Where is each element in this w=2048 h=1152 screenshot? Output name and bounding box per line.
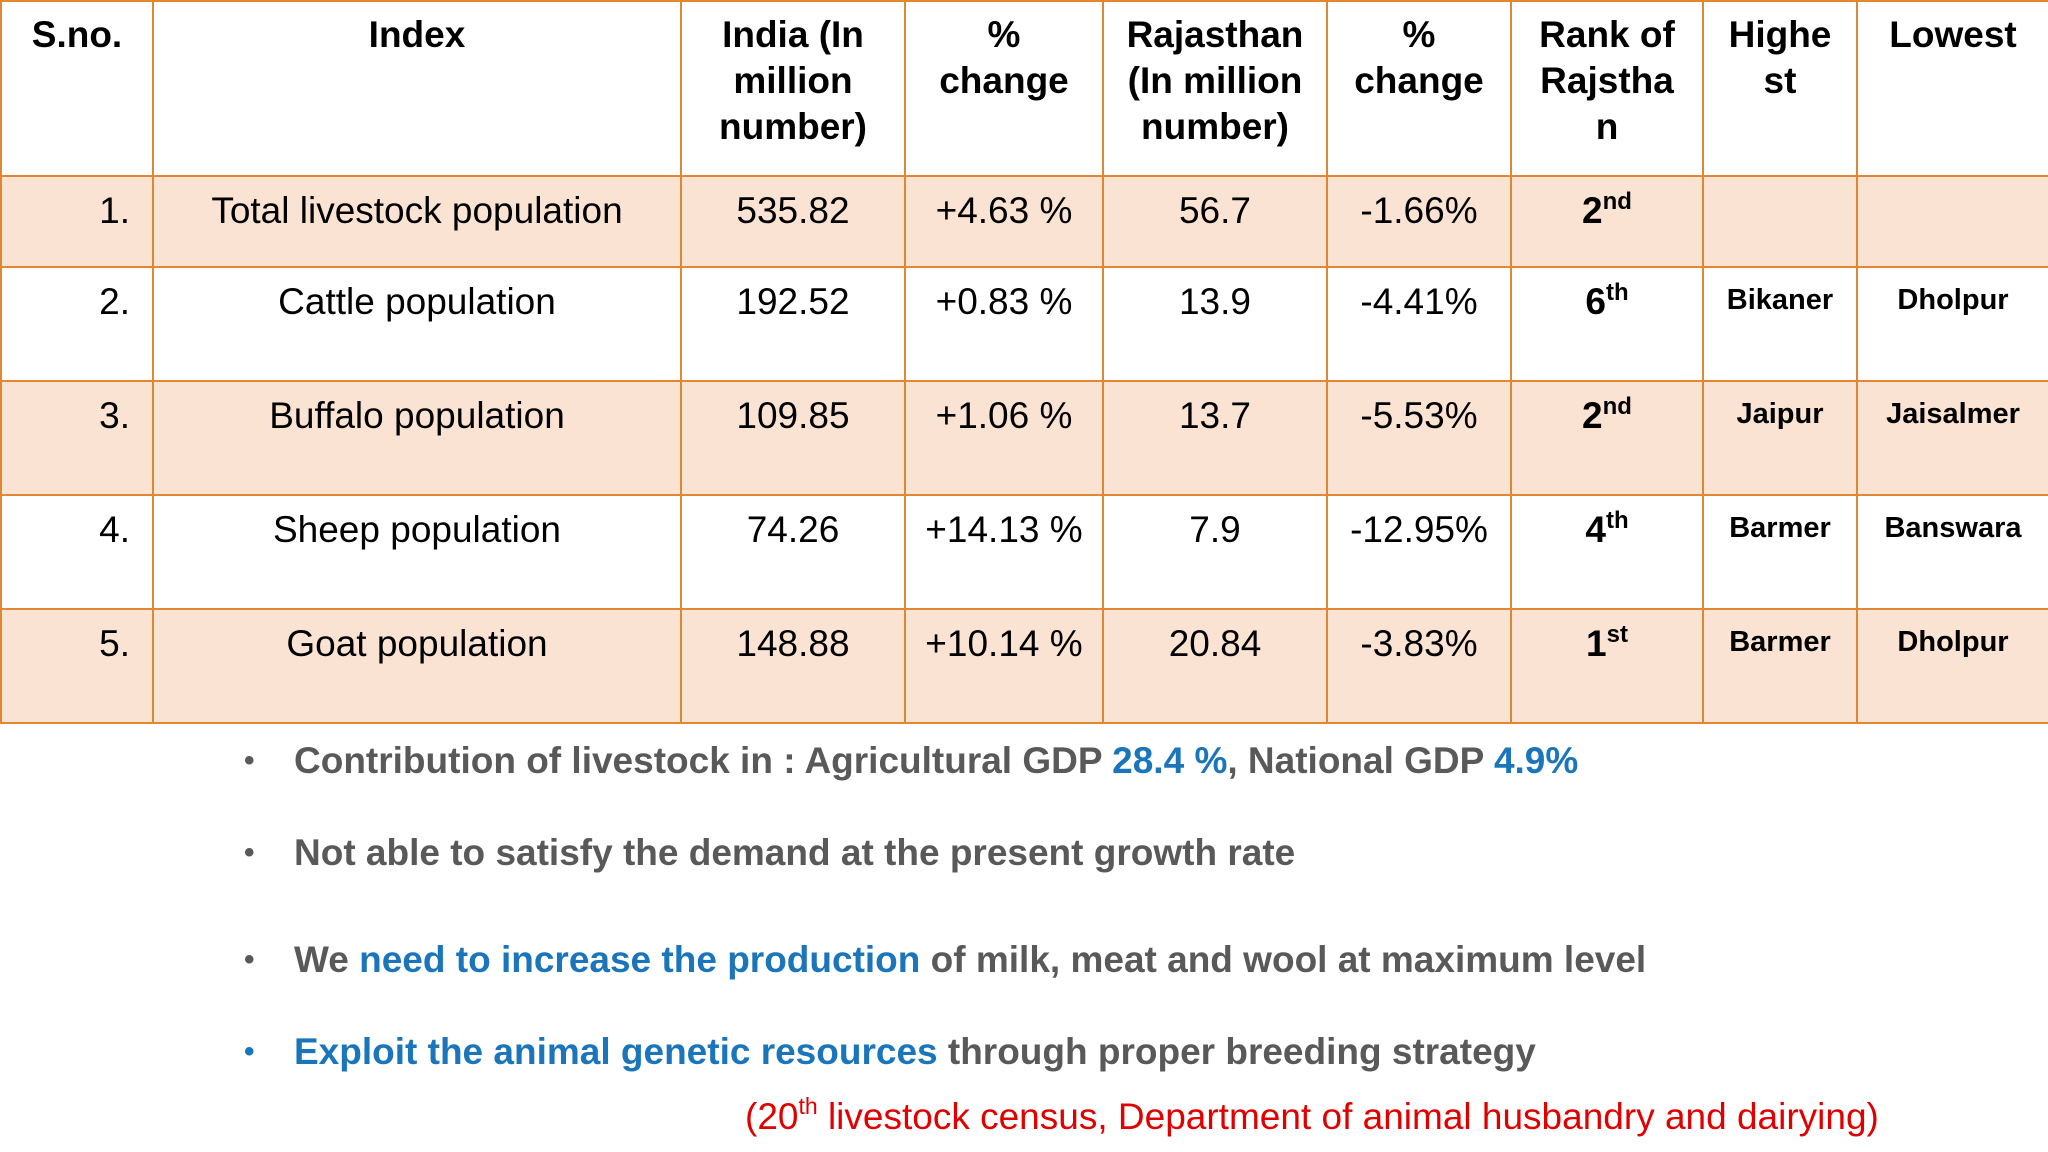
- cell-india: 74.26: [680, 494, 906, 610]
- cell-rajasthan-change: -12.95%: [1326, 494, 1512, 610]
- cell-index: Goat population: [152, 608, 682, 724]
- cell-india-change: +4.63 %: [904, 175, 1104, 268]
- livestock-table-container: S.no. Index India (In million number) % …: [0, 0, 2048, 724]
- cell-lowest: [1856, 175, 2048, 268]
- rank-number: 2: [1582, 395, 1603, 436]
- bullet-text: Not able to satisfy the demand at the pr…: [294, 832, 1296, 873]
- rank-suffix: th: [1605, 279, 1629, 306]
- header-lowest: Lowest: [1856, 0, 2048, 177]
- cell-highest: [1702, 175, 1858, 268]
- header-rank: Rank of Rajsthan: [1510, 0, 1704, 177]
- bullet-text: through proper breeding strategy: [937, 1031, 1536, 1072]
- cell-sno: 1.: [0, 175, 154, 268]
- cell-rajasthan: 13.9: [1102, 266, 1328, 382]
- header-india: India (In million number): [680, 0, 906, 177]
- rank-suffix: th: [1605, 507, 1629, 534]
- cell-india: 535.82: [680, 175, 906, 268]
- cell-rajasthan: 7.9: [1102, 494, 1328, 610]
- rank-number: 2: [1582, 190, 1603, 231]
- header-sno: S.no.: [0, 0, 154, 177]
- cell-rank: 4th: [1510, 494, 1704, 610]
- cell-rajasthan-change: -1.66%: [1326, 175, 1512, 268]
- bullet-demand: • Not able to satisfy the demand at the p…: [244, 832, 1295, 874]
- cell-highest: Bikaner: [1702, 266, 1858, 382]
- cell-india: 192.52: [680, 266, 906, 382]
- rank-number: 4: [1585, 509, 1606, 550]
- header-rajasthan: Rajasthan (In million number): [1102, 0, 1328, 177]
- cell-index: Sheep population: [152, 494, 682, 610]
- header-rajasthan-change: % change: [1326, 0, 1512, 177]
- table-row: 3. Buffalo population 109.85 +1.06 % 13.…: [0, 380, 2048, 496]
- header-index: Index: [152, 0, 682, 177]
- cell-india-change: +10.14 %: [904, 608, 1104, 724]
- cell-sno: 5.: [0, 608, 154, 724]
- cell-rajasthan: 56.7: [1102, 175, 1328, 268]
- bullet-dot-icon: •: [244, 1035, 255, 1068]
- rank-number: 6: [1585, 281, 1606, 322]
- bullet-highlight: Exploit the animal genetic resources: [294, 1031, 938, 1072]
- agri-gdp-value: 28.4 %: [1112, 740, 1228, 781]
- bullet-text: of milk, meat and wool at maximum level: [920, 939, 1647, 980]
- cell-sno: 4.: [0, 494, 154, 610]
- cell-highest: Barmer: [1702, 608, 1858, 724]
- table-row: 4. Sheep population 74.26 +14.13 % 7.9 -…: [0, 494, 2048, 610]
- cell-india-change: +1.06 %: [904, 380, 1104, 496]
- cell-india-change: +0.83 %: [904, 266, 1104, 382]
- cell-rank: 2nd: [1510, 380, 1704, 496]
- table-row: 5. Goat population 148.88 +10.14 % 20.84…: [0, 608, 2048, 724]
- cell-sno: 2.: [0, 266, 154, 382]
- bullet-text: , National GDP: [1227, 740, 1494, 781]
- source-citation: (20th livestock census, Department of an…: [745, 1093, 1879, 1138]
- cell-india-change: +14.13 %: [904, 494, 1104, 610]
- bullet-genetic-resources: • Exploit the animal genetic resources th…: [244, 1031, 1536, 1073]
- bullet-dot-icon: •: [244, 744, 255, 777]
- bullet-highlight: need to increase the production: [359, 939, 921, 980]
- cell-sno: 3.: [0, 380, 154, 496]
- bullet-dot-icon: •: [244, 943, 255, 976]
- cell-rajasthan: 13.7: [1102, 380, 1328, 496]
- cell-rank: 6th: [1510, 266, 1704, 382]
- cell-india: 148.88: [680, 608, 906, 724]
- cell-rajasthan-change: -5.53%: [1326, 380, 1512, 496]
- cell-lowest: Dholpur: [1856, 608, 2048, 724]
- cell-rank: 1st: [1510, 608, 1704, 724]
- cell-rajasthan-change: -4.41%: [1326, 266, 1512, 382]
- table-row: 1. Total livestock population 535.82 +4.…: [0, 175, 2048, 268]
- citation-text: livestock census, Department of animal h…: [817, 1096, 1879, 1137]
- rank-number: 1: [1586, 623, 1607, 664]
- rank-suffix: st: [1606, 621, 1628, 648]
- cell-index: Total livestock population: [152, 175, 682, 268]
- bullet-dot-icon: •: [244, 836, 255, 869]
- cell-india: 109.85: [680, 380, 906, 496]
- national-gdp-value: 4.9%: [1493, 740, 1579, 781]
- bullet-increase-production: • We need to increase the production of m…: [244, 939, 1646, 981]
- bullet-gdp-contribution: • Contribution of livestock in : Agricult…: [244, 740, 1578, 782]
- citation-text: (20: [745, 1096, 799, 1137]
- table-header-row: S.no. Index India (In million number) % …: [0, 0, 2048, 177]
- cell-highest: Barmer: [1702, 494, 1858, 610]
- cell-index: Buffalo population: [152, 380, 682, 496]
- cell-lowest: Banswara: [1856, 494, 2048, 610]
- rank-suffix: nd: [1602, 393, 1632, 420]
- table-row: 2. Cattle population 192.52 +0.83 % 13.9…: [0, 266, 2048, 382]
- cell-rajasthan: 20.84: [1102, 608, 1328, 724]
- citation-superscript: th: [798, 1093, 818, 1119]
- cell-lowest: Dholpur: [1856, 266, 2048, 382]
- cell-rajasthan-change: -3.83%: [1326, 608, 1512, 724]
- rank-suffix: nd: [1602, 188, 1632, 215]
- livestock-table: S.no. Index India (In million number) % …: [0, 0, 2048, 724]
- cell-index: Cattle population: [152, 266, 682, 382]
- header-highest: Highest: [1702, 0, 1858, 177]
- bullet-text: We: [294, 939, 360, 980]
- cell-rank: 2nd: [1510, 175, 1704, 268]
- header-india-change: % change: [904, 0, 1104, 177]
- cell-lowest: Jaisalmer: [1856, 380, 2048, 496]
- cell-highest: Jaipur: [1702, 380, 1858, 496]
- bullet-text: Contribution of livestock in : Agricultu…: [294, 740, 1113, 781]
